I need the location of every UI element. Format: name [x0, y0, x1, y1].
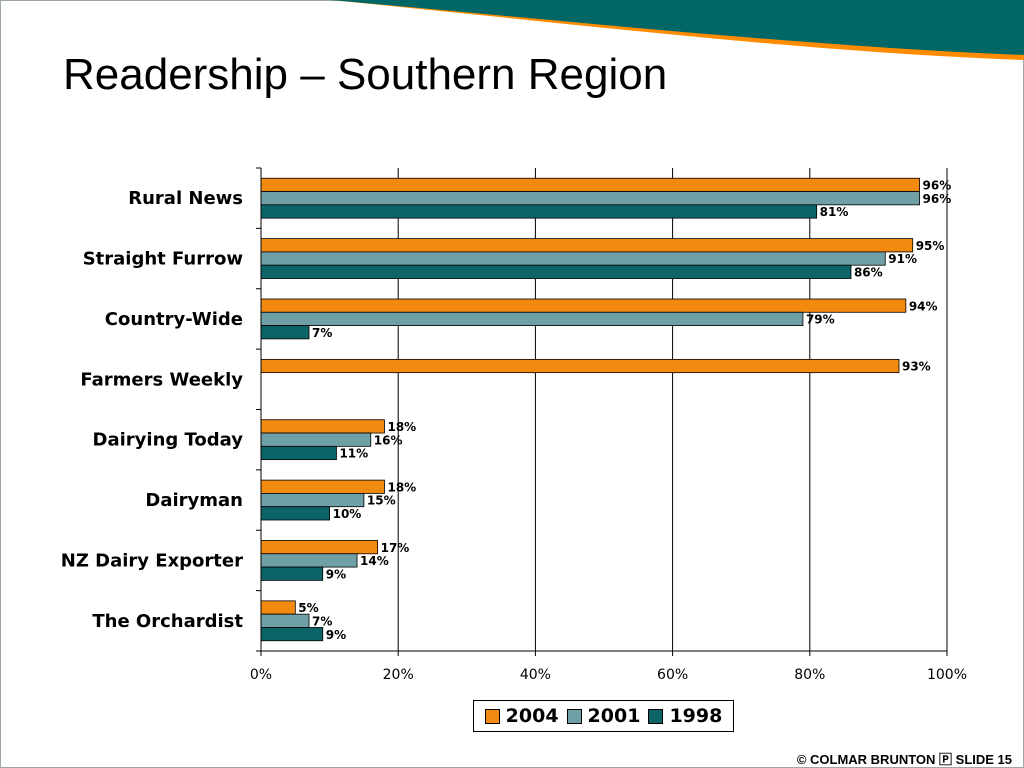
data-label: 7% [312, 614, 332, 628]
data-label: 81% [820, 205, 849, 219]
bar-2004 [260, 298, 907, 313]
bar-2001 [260, 493, 365, 508]
labels: 0% 20% 40% 60% 80% 100% Rural News 96%96% 81% Str… [61, 179, 967, 683]
legend-swatch-2004 [484, 708, 500, 724]
legend-label-2004: 2004 [505, 705, 559, 727]
data-label: 18% [387, 480, 416, 494]
legend-label-1998: 1998 [669, 705, 723, 727]
bar-2004 [260, 238, 914, 253]
category-label: Farmers Weekly [80, 369, 243, 390]
bar-2004 [260, 177, 920, 192]
legend-swatch-2001 [566, 708, 582, 724]
data-label: 9% [326, 567, 346, 581]
data-label: 15% [367, 494, 396, 508]
x-tick-label: 0% [250, 667, 272, 683]
bars [260, 177, 920, 642]
bar-1998 [260, 506, 330, 521]
data-label: 86% [854, 266, 883, 280]
data-label: 16% [374, 433, 403, 447]
category-label: Country-Wide [105, 309, 243, 330]
data-label: 18% [387, 420, 416, 434]
data-label: 9% [326, 628, 346, 642]
x-tick-label: 80% [794, 667, 825, 683]
bar-2001 [260, 191, 920, 206]
bar-2001 [260, 613, 310, 628]
data-label: 10% [333, 507, 362, 521]
slide-footer: © COLMAR BRUNTON 🄿 SLIDE 15 [796, 752, 1012, 767]
x-tick-label: 40% [520, 667, 551, 683]
data-label: 17% [381, 541, 410, 555]
bar-1998 [260, 627, 324, 642]
x-tick-label: 60% [657, 667, 688, 683]
bar-2004 [260, 419, 385, 434]
data-label: 7% [312, 326, 332, 340]
header-swoosh [330, 0, 1024, 60]
bar-2004 [260, 540, 379, 555]
data-label: 96% [923, 192, 952, 206]
bar-1998 [260, 264, 852, 279]
data-label: 93% [902, 360, 931, 374]
legend: 2004 2001 1998 [473, 700, 734, 732]
category-label: Dairyman [145, 490, 243, 511]
data-label: 79% [806, 313, 835, 327]
legend-item-2001: 2001 [566, 705, 641, 727]
data-label: 96% [923, 179, 952, 193]
category-label: Dairying Today [93, 430, 244, 451]
legend-swatch-1998 [648, 708, 664, 724]
slide-title: Readership – Southern Region [63, 50, 668, 99]
category-label: Rural News [128, 188, 243, 209]
x-tick-label: 20% [383, 667, 414, 683]
bar-2004 [260, 600, 296, 615]
bar-1998 [260, 204, 818, 219]
bar-1998 [260, 445, 337, 461]
data-label: 14% [360, 554, 389, 568]
legend-item-2004: 2004 [484, 705, 559, 727]
legend-label-2001: 2001 [587, 705, 641, 727]
bar-2001 [260, 432, 372, 447]
bar-2001 [260, 553, 358, 568]
bar-2004 [260, 358, 900, 374]
bar-2001 [260, 251, 886, 266]
category-label: Straight Furrow [83, 249, 243, 270]
x-tick-label: 100% [927, 667, 967, 683]
data-label: 95% [916, 239, 945, 253]
swoosh-teal-band [330, 0, 1024, 55]
bar-1998 [260, 325, 310, 340]
axes [256, 167, 948, 656]
bar-2004 [260, 479, 385, 494]
data-label: 11% [339, 447, 368, 461]
data-label: 94% [909, 299, 938, 313]
data-label: 5% [298, 601, 318, 615]
category-label: NZ Dairy Exporter [61, 550, 243, 571]
data-label: 91% [888, 252, 917, 266]
bar-2001 [260, 311, 804, 326]
category-label: The Orchardist [92, 611, 243, 632]
legend-item-1998: 1998 [648, 705, 722, 727]
bar-1998 [260, 566, 324, 581]
